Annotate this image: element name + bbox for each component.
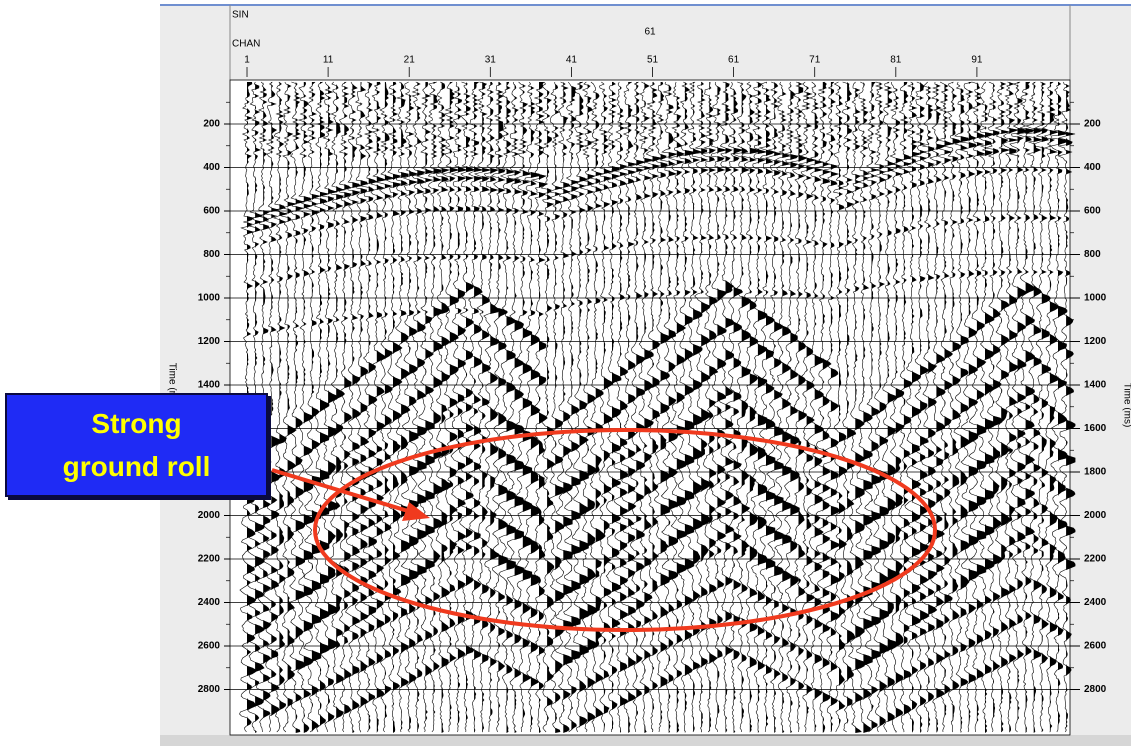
header-label: SIN — [232, 10, 249, 21]
left-tick-label: 2200 — [198, 554, 221, 565]
right-tick-label: 800 — [1084, 249, 1101, 260]
right-tick-label: 2800 — [1084, 684, 1107, 695]
right-tick-label: 400 — [1084, 162, 1101, 173]
status-bar — [160, 735, 1131, 746]
right-tick-label: 1600 — [1084, 423, 1107, 434]
seismic-display: 1112131415161718191200200400400600600800… — [0, 0, 1131, 746]
channel-tick-label: 81 — [890, 55, 902, 66]
page: 1112131415161718191200200400400600600800… — [0, 0, 1131, 746]
left-tick-label: 2800 — [198, 684, 221, 695]
right-tick-label: 1400 — [1084, 380, 1107, 391]
channel-tick-label: 21 — [404, 55, 416, 66]
channel-tick-label: 51 — [647, 55, 659, 66]
channel-tick-label: 61 — [728, 55, 740, 66]
right-tick-label: 2400 — [1084, 597, 1107, 608]
right-tick-label: 2000 — [1084, 510, 1107, 521]
right-tick-label: 1200 — [1084, 336, 1107, 347]
left-tick-label: 200 — [203, 119, 220, 130]
right-tick-label: 600 — [1084, 206, 1101, 217]
annotation-text: Strong ground roll — [42, 402, 232, 488]
channel-tick-label: 41 — [566, 55, 578, 66]
right-tick-label: 200 — [1084, 119, 1101, 130]
channel-tick-label: 11 — [323, 55, 334, 66]
channel-tick-label: 31 — [485, 55, 497, 66]
right-tick-label: 1800 — [1084, 467, 1107, 478]
right-tick-label: 1000 — [1084, 293, 1107, 304]
left-tick-label: 600 — [203, 206, 220, 217]
channel-tick-label: 91 — [971, 55, 983, 66]
channel-tick-label: 1 — [244, 55, 250, 66]
channel-tick-label: 71 — [809, 55, 821, 66]
header-value: 61 — [644, 27, 656, 38]
header-label: CHAN — [232, 39, 260, 50]
left-tick-label: 1000 — [198, 293, 221, 304]
left-tick-label: 1200 — [198, 336, 221, 347]
annotation-box: Strong ground roll — [5, 393, 268, 497]
left-tick-label: 2600 — [198, 641, 221, 652]
right-tick-label: 2600 — [1084, 641, 1107, 652]
left-tick-label: 2000 — [198, 510, 221, 521]
left-tick-label: 400 — [203, 162, 220, 173]
left-tick-label: 800 — [203, 249, 220, 260]
right-axis-label: Time (ms) — [1121, 383, 1131, 428]
left-tick-label: 2400 — [198, 597, 221, 608]
left-tick-label: 1400 — [198, 380, 221, 391]
right-tick-label: 2200 — [1084, 554, 1107, 565]
